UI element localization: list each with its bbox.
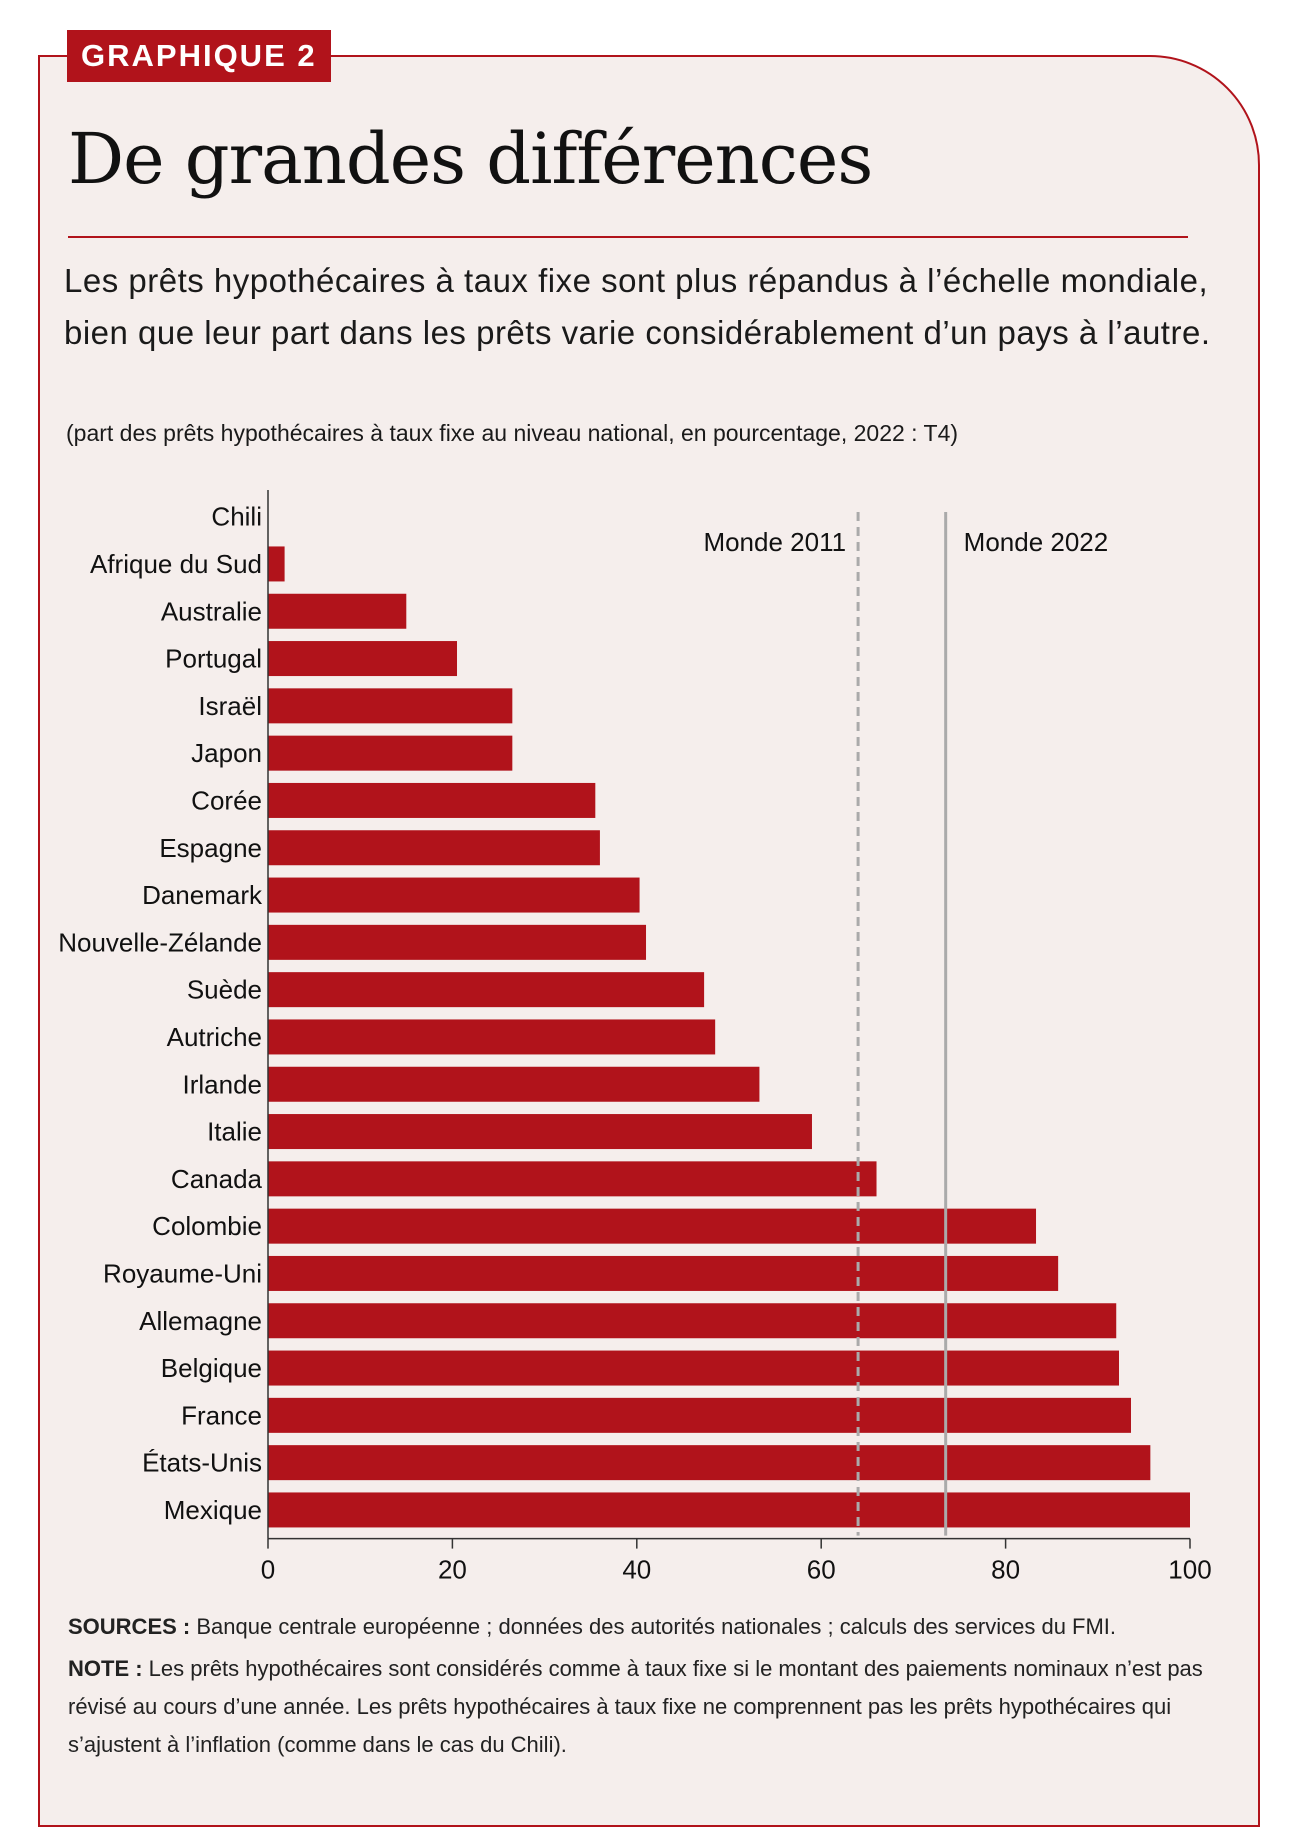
bar-irlande [268,1066,760,1102]
category-label-allemagne: Allemagne [139,1306,262,1336]
category-label-irlande: Irlande [183,1069,263,1099]
bar-belgique [268,1350,1120,1386]
bar-france [268,1397,1131,1433]
chart-subtitle: Les prêts hypothécaires à taux fixe sont… [64,262,1211,351]
sources-note: SOURCES : Banque centrale européenne ; d… [68,1608,1238,1646]
category-label-espagne: Espagne [159,833,262,863]
category-label-japon: Japon [191,738,262,768]
footnote: NOTE : Les prêts hypothécaires sont cons… [68,1650,1238,1764]
category-label-coree: Corée [191,785,262,815]
x-tick-label-40: 40 [622,1555,651,1585]
title-divider [68,236,1188,238]
sources-label: SOURCES : [68,1614,191,1639]
note-text: Les prêts hypothécaires sont considérés … [68,1656,1203,1757]
x-tick-label-80: 80 [991,1555,1020,1585]
category-label-autriche: Autriche [167,1022,262,1052]
category-label-italie: Italie [207,1117,262,1147]
category-label-israel: Israël [198,691,262,721]
bar-nouvelle-zelande [268,924,647,960]
reference-label-monde-2022: Monde 2022 [964,527,1109,557]
bar-espagne [268,830,600,866]
x-tick-label-0: 0 [261,1555,275,1585]
category-label-colombie: Colombie [152,1211,262,1241]
chart-title: De grandes différences [68,118,873,200]
category-label-etats-unis: États-Unis [142,1448,262,1478]
note-label: NOTE : [68,1656,143,1681]
bar-colombie [268,1208,1037,1244]
bar-chart: Chili Afrique du Sud Australie Portugal Isra… [58,490,1212,1585]
bar-italie [268,1114,812,1150]
bar-israel [268,688,513,724]
x-tick-label-60: 60 [807,1555,836,1585]
category-label-suede: Suède [187,975,262,1005]
bar-coree [268,782,596,818]
bar-australie [268,593,407,629]
category-label-afrique-du-sud: Afrique du Sud [90,549,262,579]
figure-tag: GRAPHIQUE 2 [67,30,331,82]
bar-canada [268,1161,877,1197]
sources-text: Banque centrale européenne ; données des… [190,1614,1117,1639]
bar-suede [268,972,705,1008]
category-label-canada: Canada [171,1164,263,1194]
bar-japon [268,735,513,771]
category-label-mexique: Mexique [164,1495,262,1525]
bar-royaume-uni [268,1255,1059,1291]
bar-mexique [268,1492,1190,1528]
bar-afrique-du-sud [268,546,285,582]
category-label-belgique: Belgique [161,1353,262,1383]
category-label-danemark: Danemark [142,880,263,910]
category-label-portugal: Portugal [165,644,262,674]
x-tick-label-20: 20 [438,1555,467,1585]
bar-etats-unis [268,1445,1151,1481]
bar-portugal [268,641,458,677]
x-tick-label-100: 100 [1168,1555,1211,1585]
reference-label-monde-2011: Monde 2011 [703,527,846,557]
bar-autriche [268,1019,716,1055]
category-label-australie: Australie [161,596,262,626]
bar-danemark [268,877,640,913]
chart-units-note: (part des prêts hypothécaires à taux fix… [66,420,959,446]
category-label-chili: Chili [211,502,262,532]
category-label-france: France [181,1400,262,1430]
bar-allemagne [268,1303,1117,1339]
category-label-royaume-uni: Royaume-Uni [103,1258,262,1288]
category-label-nouvelle-zelande: Nouvelle-Zélande [58,927,262,957]
chart-card [38,55,1260,1827]
